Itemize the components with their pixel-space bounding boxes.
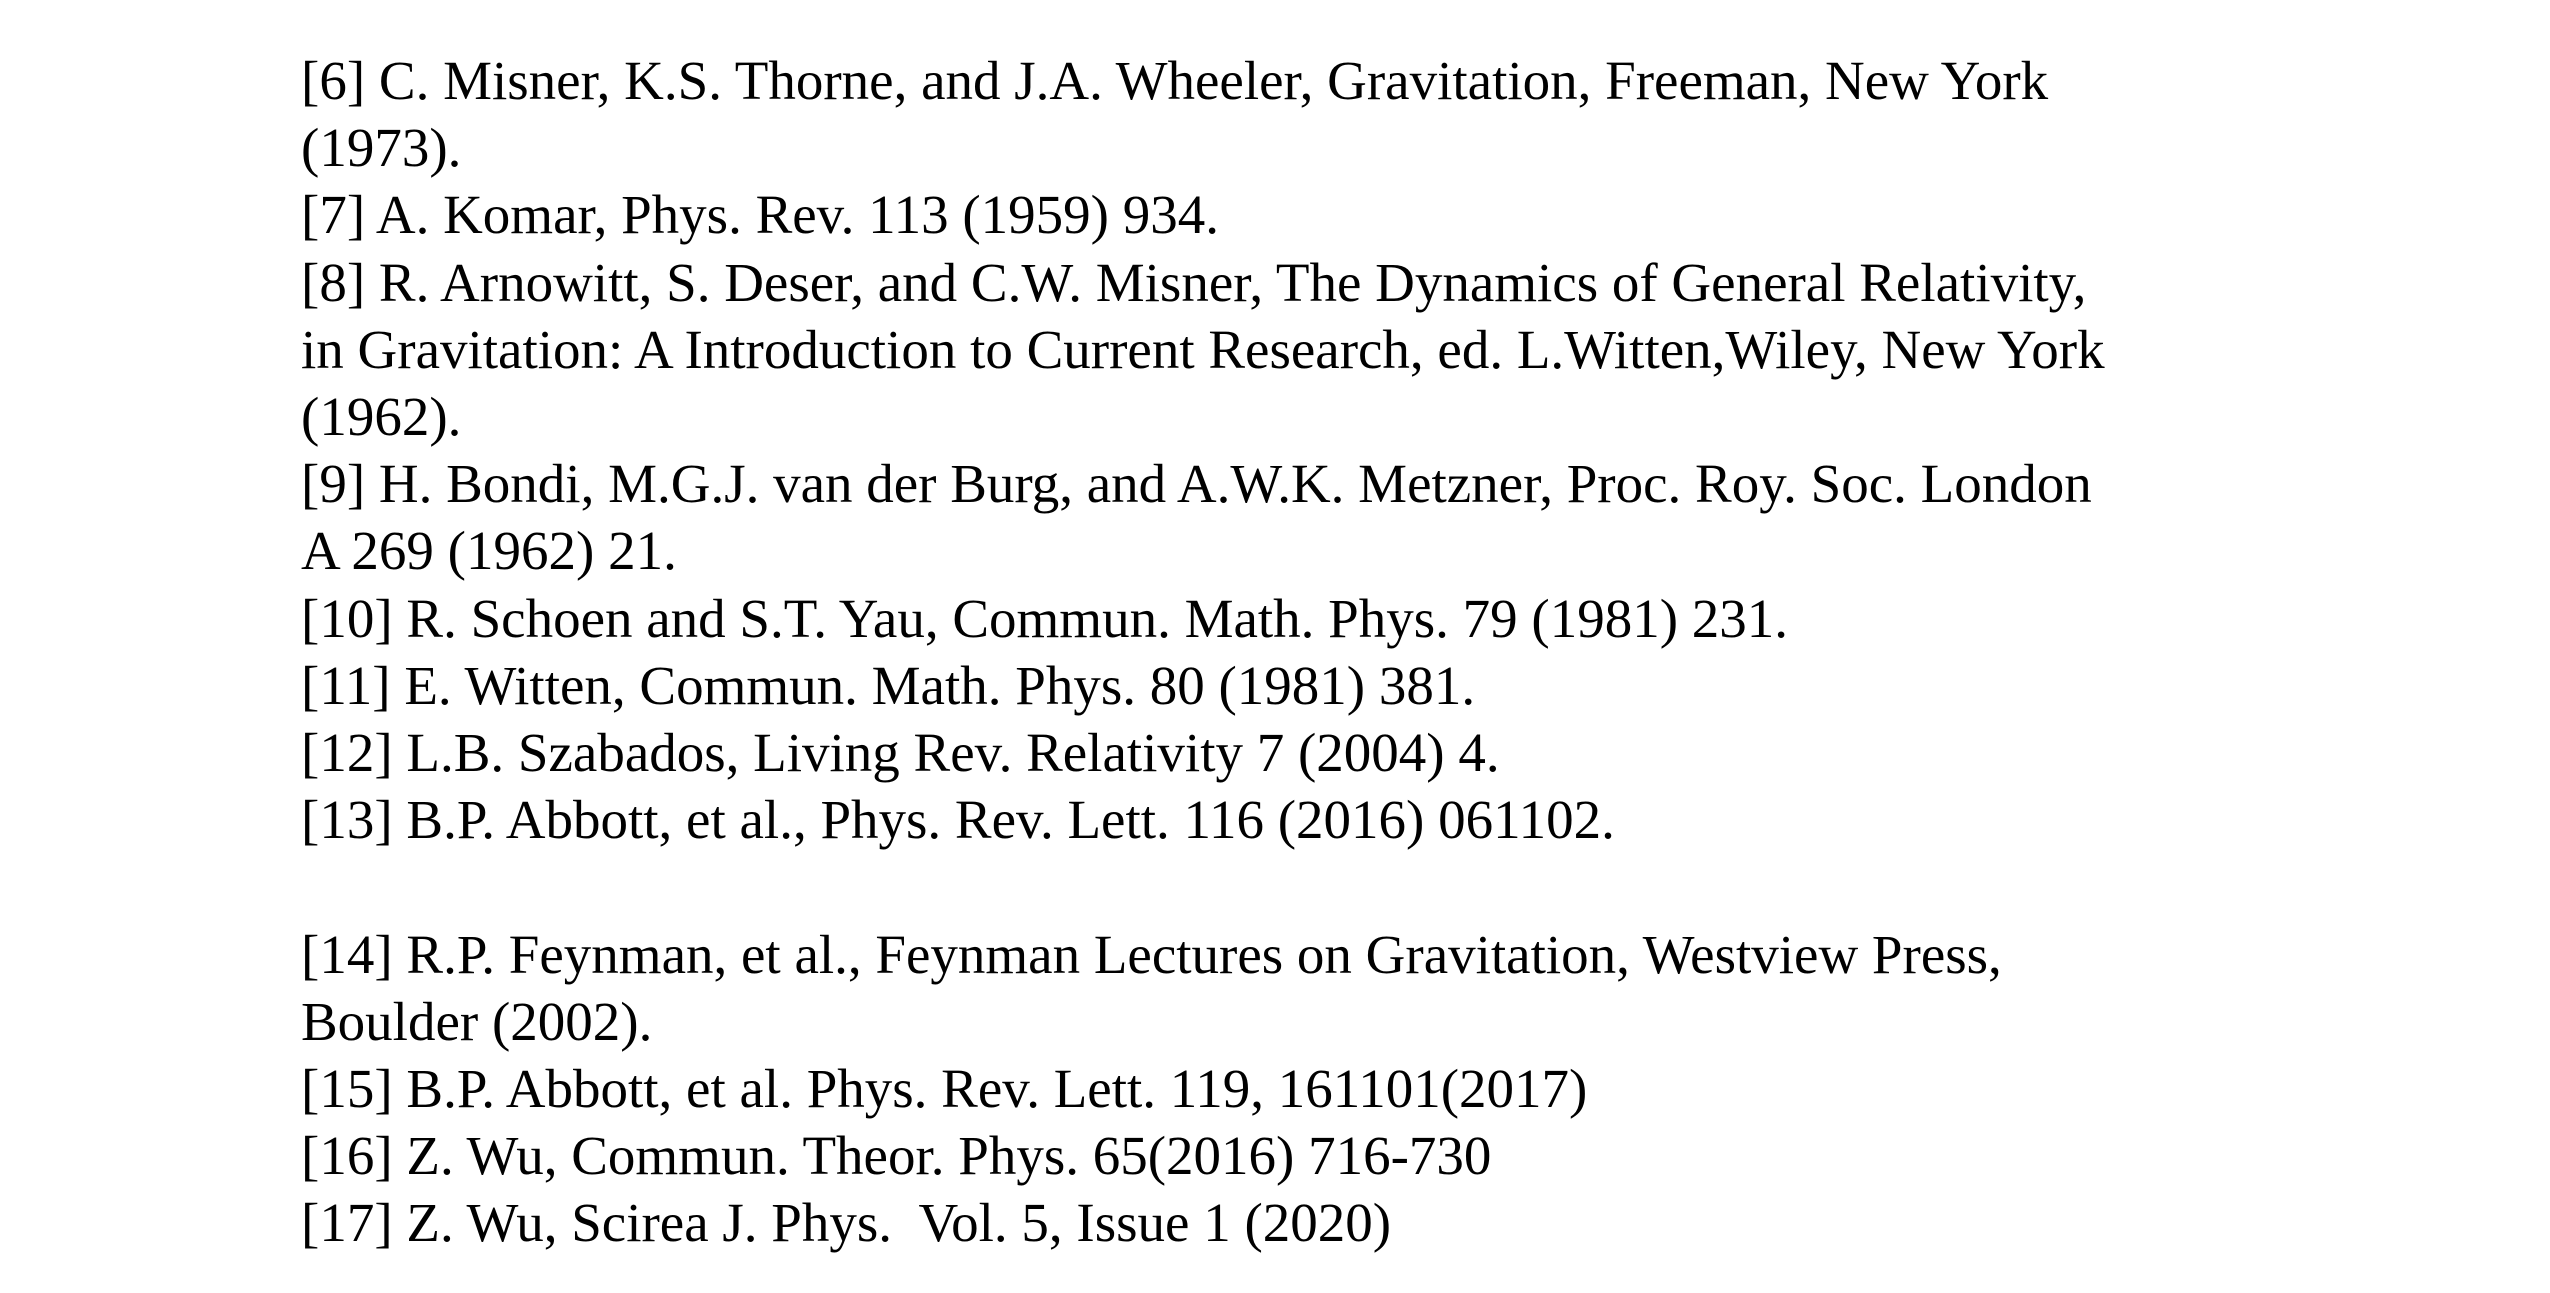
- reference-list: [6] C. Misner, K.S. Thorne, and J.A. Whe…: [301, 47, 2105, 1257]
- reference-line: [10] R. Schoen and S.T. Yau, Commun. Mat…: [301, 587, 1789, 649]
- reference-entry: [15] B.P. Abbott, et al. Phys. Rev. Lett…: [301, 1055, 2105, 1122]
- reference-line: (1962).: [301, 386, 462, 448]
- reference-line: [6] C. Misner, K.S. Thorne, and J.A. Whe…: [301, 50, 2049, 111]
- reference-line: (1973).: [301, 117, 462, 179]
- reference-entry: [9] H. Bondi, M.G.J. van der Burg, and A…: [301, 450, 2105, 584]
- reference-entry: [10] R. Schoen and S.T. Yau, Commun. Mat…: [301, 585, 2105, 652]
- reference-line: [13] B.P. Abbott, et al., Phys. Rev. Let…: [301, 789, 1615, 851]
- reference-entry: [17] Z. Wu, Scirea J. Phys. Vol. 5, Issu…: [301, 1189, 2105, 1256]
- reference-entry: [14] R.P. Feynman, et al., Feynman Lectu…: [301, 921, 2105, 1055]
- reference-line: A 269 (1962) 21.: [301, 520, 677, 582]
- reference-line: [7] A. Komar, Phys. Rev. 113 (1959) 934.: [301, 184, 1219, 246]
- reference-line: [17] Z. Wu, Scirea J. Phys. Vol. 5, Issu…: [301, 1192, 1392, 1254]
- reference-line: [11] E. Witten, Commun. Math. Phys. 80 (…: [301, 654, 1476, 716]
- reference-line: [9] H. Bondi, M.G.J. van der Burg, and A…: [301, 453, 2092, 515]
- reference-line: Boulder (2002).: [301, 990, 653, 1052]
- blank-line: [301, 853, 2105, 920]
- reference-entry: [6] C. Misner, K.S. Thorne, and J.A. Whe…: [301, 47, 2105, 181]
- reference-line: [8] R. Arnowitt, S. Deser, and C.W. Misn…: [301, 251, 2087, 313]
- reference-entry: [12] L.B. Szabados, Living Rev. Relativi…: [301, 719, 2105, 786]
- reference-entry: [13] B.P. Abbott, et al., Phys. Rev. Let…: [301, 786, 2105, 853]
- reference-line: [12] L.B. Szabados, Living Rev. Relativi…: [301, 722, 1500, 784]
- reference-line: [16] Z. Wu, Commun. Theor. Phys. 65(2016…: [301, 1125, 1492, 1187]
- reference-line: [15] B.P. Abbott, et al. Phys. Rev. Lett…: [301, 1058, 1588, 1120]
- reference-line: [14] R.P. Feynman, et al., Feynman Lectu…: [301, 923, 2002, 985]
- reference-line: in Gravitation: A Introduction to Curren…: [301, 318, 2105, 380]
- reference-entry: [7] A. Komar, Phys. Rev. 113 (1959) 934.: [301, 181, 2105, 248]
- reference-entry: [16] Z. Wu, Commun. Theor. Phys. 65(2016…: [301, 1122, 2105, 1189]
- reference-entry: [11] E. Witten, Commun. Math. Phys. 80 (…: [301, 652, 2105, 719]
- reference-entry: [8] R. Arnowitt, S. Deser, and C.W. Misn…: [301, 249, 2105, 451]
